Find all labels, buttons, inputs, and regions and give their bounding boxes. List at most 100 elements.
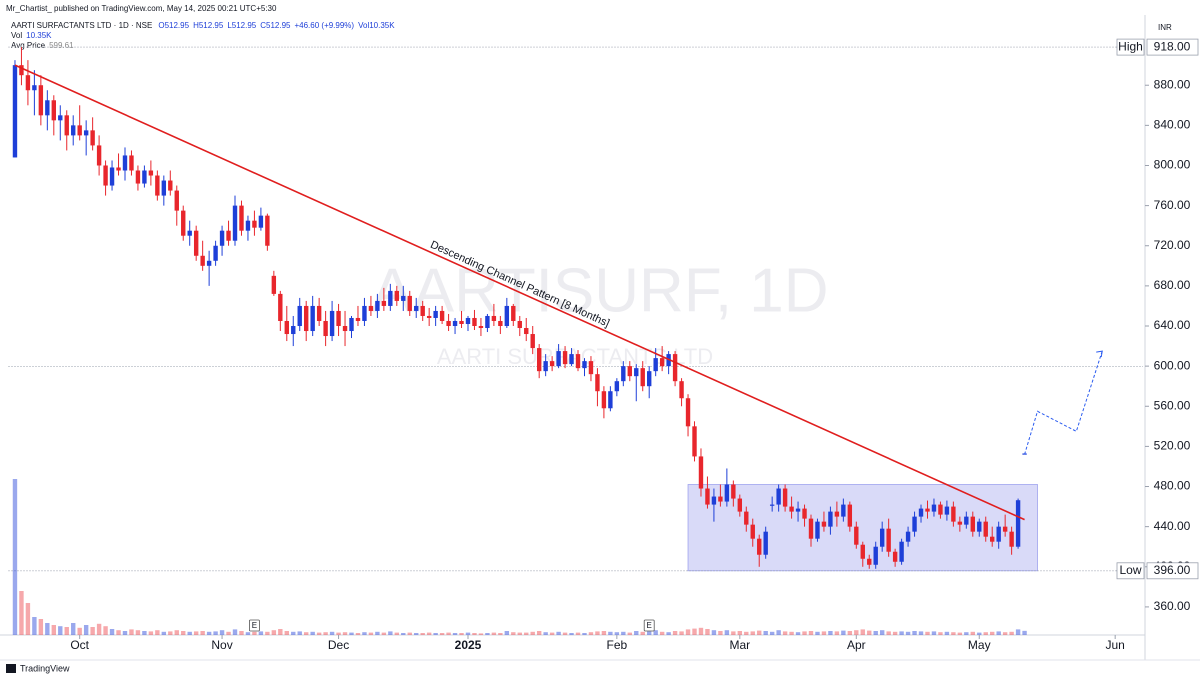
volume-bar	[271, 630, 277, 635]
candle-body	[705, 488, 710, 505]
candle-body	[731, 484, 736, 499]
volume-bar	[511, 632, 516, 635]
volume-bar	[336, 632, 341, 635]
candle-body	[64, 115, 69, 136]
candle-body	[297, 305, 302, 327]
volume-bar	[737, 631, 743, 635]
volume-bar	[12, 479, 18, 635]
volume-bar	[867, 630, 872, 635]
candle-body	[802, 508, 807, 519]
candle-body	[174, 190, 179, 211]
volume-bar	[970, 631, 975, 635]
candle-body	[155, 175, 160, 196]
volume-bar	[905, 631, 911, 635]
volume-bar	[452, 633, 458, 635]
candle-body	[536, 348, 542, 372]
candle-body	[498, 320, 503, 327]
candle-body	[517, 320, 522, 329]
candle-body	[265, 215, 270, 246]
volume-bar	[498, 633, 503, 635]
volume-bar	[148, 631, 154, 635]
candle-body	[549, 361, 555, 367]
volume-bar	[692, 628, 697, 635]
projection	[1024, 350, 1103, 455]
candle-body	[32, 85, 37, 91]
volume-bar	[588, 632, 594, 635]
candle-body	[918, 508, 924, 517]
volume-bar	[388, 631, 393, 635]
candle-body	[718, 496, 723, 502]
candle-body	[698, 456, 704, 489]
candle-body	[990, 536, 995, 542]
candle-body	[96, 145, 102, 166]
volume-bar	[83, 625, 89, 635]
candle-body	[394, 290, 400, 301]
candle-body	[672, 354, 678, 382]
volume-bar	[25, 603, 31, 635]
vol-label: Vol	[11, 31, 22, 40]
chart-title: AARTI SURFACTANTS LTD · 1D · NSE O512.95 H…	[11, 21, 395, 30]
volume-bar	[414, 633, 419, 635]
watermark-sub: AARTI SURFACTANTS LTD	[437, 344, 713, 369]
candle-body	[996, 526, 1001, 542]
x-tick-label: Nov	[211, 638, 232, 652]
volume-bar	[32, 617, 37, 635]
volume-bar	[181, 631, 186, 635]
volume-bar	[718, 631, 723, 635]
candle-body	[232, 205, 238, 241]
volume-bar	[90, 627, 95, 635]
volume-bar	[465, 632, 471, 635]
candle-body	[569, 354, 574, 365]
candle-body	[284, 320, 289, 335]
candle-body	[45, 100, 50, 116]
candle-body	[142, 170, 147, 184]
volume-bar	[536, 631, 542, 635]
low-price-box	[1146, 562, 1199, 580]
high-price: 918.00	[1154, 39, 1191, 53]
volume-bar	[316, 632, 322, 635]
volume-bar	[291, 631, 296, 635]
volume-bar	[433, 633, 438, 635]
candle-body	[77, 125, 82, 136]
candle-body	[685, 398, 691, 427]
candle-body	[634, 368, 639, 377]
legend-change: +46.60 (+9.99%)	[294, 21, 354, 30]
candle-body	[983, 521, 988, 537]
candle-body	[530, 334, 535, 349]
candle-body	[860, 544, 865, 559]
legend-close: C512.95	[260, 21, 291, 30]
low-tag: Low	[1119, 563, 1141, 577]
candle-body	[886, 528, 891, 552]
high-tag-box	[1116, 38, 1145, 56]
candle-body	[271, 275, 277, 294]
candle-body	[912, 516, 917, 532]
candle-body	[828, 511, 833, 527]
low-tag-box	[1116, 562, 1145, 580]
volume-bar	[912, 631, 917, 635]
volume-bar	[258, 631, 264, 635]
volume-bar	[892, 631, 898, 635]
volume-bar	[206, 631, 212, 635]
candle-body	[213, 245, 218, 261]
candle-body	[957, 521, 963, 525]
volume-bar	[750, 631, 755, 635]
x-tick-label: Mar	[729, 638, 750, 652]
volume-bar	[899, 631, 904, 635]
candle-body	[258, 215, 264, 228]
candle-body	[459, 320, 464, 324]
earnings-label: E	[252, 621, 257, 630]
trendline	[14, 64, 1025, 521]
x-tick-label: Oct	[70, 638, 89, 652]
volume-bar	[472, 633, 477, 635]
volume-bar	[582, 633, 587, 635]
volume-bar	[543, 632, 548, 635]
candle-body	[879, 528, 885, 547]
volume-bar	[659, 631, 665, 635]
volume-bar	[614, 632, 620, 635]
volume-bar	[964, 632, 969, 635]
candle-body	[407, 295, 412, 311]
candle-body	[304, 305, 309, 332]
volume-bar	[478, 633, 484, 635]
candle-body	[465, 317, 471, 324]
candle-body	[368, 305, 374, 311]
